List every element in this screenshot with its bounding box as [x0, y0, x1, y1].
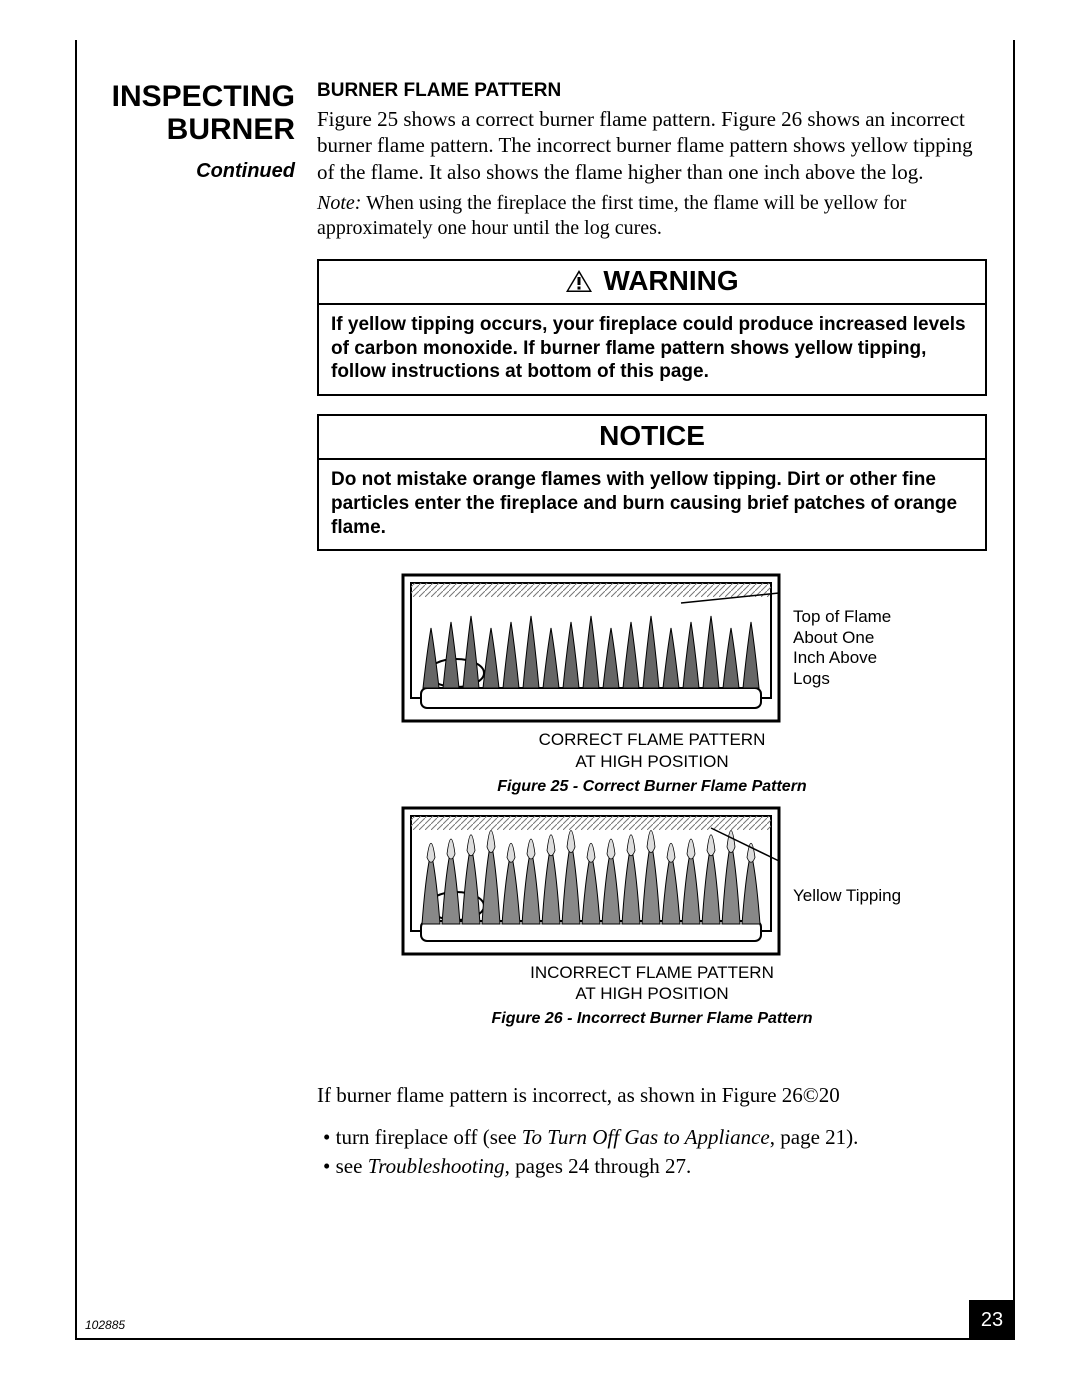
figure-25-caption: Figure 25 - Correct Burner Flame Pattern: [497, 778, 806, 796]
instructions-block: If burner flame pattern is incorrect, as…: [317, 1082, 987, 1180]
figure-25-side-label: Top of Flame About One Inch Above Logs: [793, 607, 903, 689]
instr1-pre: turn fireplace off (see: [336, 1125, 522, 1149]
fig25-sub2: AT HIGH POSITION: [575, 752, 728, 771]
figure-25-row: Top of Flame About One Inch Above Logs: [401, 573, 903, 723]
title-line2: BURNER: [167, 113, 295, 146]
instructions-lead: If burner flame pattern is incorrect, as…: [317, 1082, 987, 1109]
subheading: BURNER FLAME PATTERN: [317, 80, 987, 102]
notice-header: NOTICE: [319, 416, 985, 460]
notice-body: Do not mistake orange flames with yellow…: [319, 460, 985, 549]
left-column: INSPECTING BURNER Continued: [77, 80, 307, 183]
figure-26: Yellow Tipping INCORRECT FLAME PATTERN A…: [317, 806, 987, 1029]
warning-body: If yellow tipping occurs, your fireplace…: [319, 305, 985, 394]
intro-paragraph: Figure 25 shows a correct burner flame p…: [317, 106, 987, 185]
fig25-sub1: CORRECT FLAME PATTERN: [539, 730, 766, 749]
warning-icon: [565, 269, 593, 293]
figure-26-caption: Figure 26 - Incorrect Burner Flame Patte…: [492, 1010, 813, 1028]
figure-26-svg: [401, 806, 781, 956]
page-number: 23: [969, 1300, 1015, 1340]
instr1-ital: To Turn Off Gas to Appliance: [522, 1125, 770, 1149]
figure-25-svg: [401, 573, 781, 723]
figure-25: Top of Flame About One Inch Above Logs C…: [317, 573, 987, 796]
warning-header: WARNING: [319, 261, 985, 305]
note-line: Note: When using the fireplace the first…: [317, 191, 987, 241]
warning-box: WARNING If yellow tipping occurs, your f…: [317, 259, 987, 396]
page-frame: INSPECTING BURNER Continued BURNER FLAME…: [75, 40, 1015, 1340]
figure-26-side-label: Yellow Tipping: [793, 886, 903, 906]
fig26-sub1: INCORRECT FLAME PATTERN: [530, 963, 774, 982]
fig26-sub2: AT HIGH POSITION: [575, 984, 728, 1003]
instructions-list: turn fireplace off (see To Turn Off Gas …: [317, 1124, 987, 1181]
title-line1: INSPECTING: [112, 80, 295, 113]
instr2-post: , pages 24 through 27.: [505, 1154, 692, 1178]
instruction-1: turn fireplace off (see To Turn Off Gas …: [317, 1124, 987, 1151]
warning-header-text: WARNING: [603, 265, 738, 297]
section-title: INSPECTING BURNER: [77, 80, 295, 146]
doc-id: 102885: [85, 1318, 125, 1332]
note-label: Note:: [317, 192, 361, 214]
note-text: When using the fireplace the first time,…: [317, 192, 906, 239]
instr2-ital: Troubleshooting: [368, 1154, 505, 1178]
instruction-2: see Troubleshooting, pages 24 through 27…: [317, 1153, 987, 1180]
figure-25-sub: CORRECT FLAME PATTERN AT HIGH POSITION: [539, 729, 766, 772]
figure-26-sub: INCORRECT FLAME PATTERN AT HIGH POSITION: [530, 962, 774, 1005]
notice-box: NOTICE Do not mistake orange flames with…: [317, 414, 987, 551]
figure-26-row: Yellow Tipping: [401, 806, 903, 956]
instr1-post: , page 21).: [770, 1125, 859, 1149]
notice-header-text: NOTICE: [599, 420, 705, 452]
continued-label: Continued: [77, 160, 295, 183]
right-column: BURNER FLAME PATTERN Figure 25 shows a c…: [317, 80, 987, 1182]
instr2-pre: see: [336, 1154, 368, 1178]
